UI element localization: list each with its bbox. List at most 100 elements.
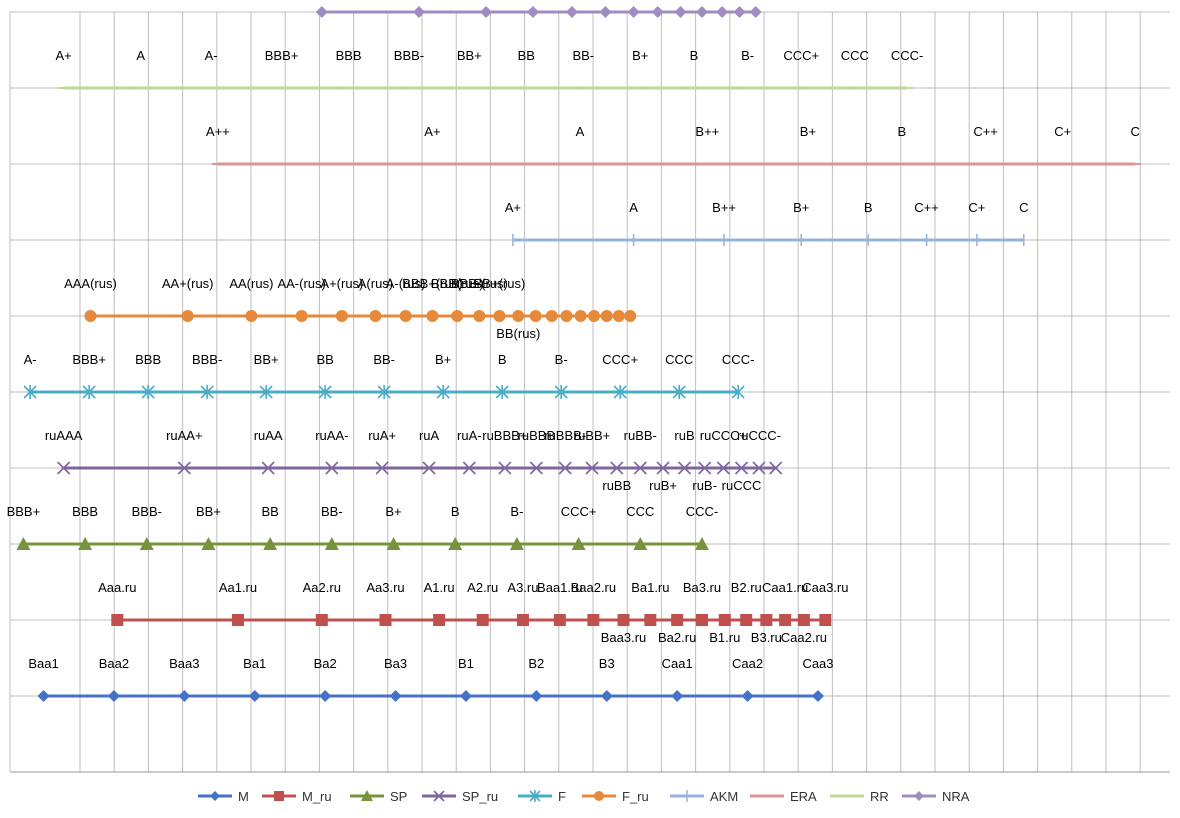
data-label: Ba3.ru (683, 580, 721, 595)
legend-label: SP_ru (462, 789, 498, 804)
data-point (476, 614, 489, 626)
data-label: Baa3 (169, 656, 199, 671)
data-label: B3.ru (751, 630, 782, 645)
data-label: AA(rus) (229, 276, 273, 291)
data-label: A2.ru (467, 580, 498, 595)
data-point (610, 461, 624, 475)
data-point (811, 690, 824, 702)
data-label: A+ (505, 200, 521, 215)
data-label: B+ (793, 200, 809, 215)
legend-swatch-marker (594, 791, 604, 801)
data-label: A (136, 48, 145, 63)
data-point (627, 6, 640, 18)
data-label: BBB+ (72, 352, 106, 367)
data-point (677, 461, 692, 475)
data-label: BBB- (394, 48, 424, 63)
data-point (734, 461, 749, 475)
data-label: C++ (973, 124, 998, 139)
data-label: BB+ (457, 48, 482, 63)
data-label: ruAA- (315, 428, 348, 443)
legend-label: M (238, 789, 249, 804)
data-label: C+ (968, 200, 985, 215)
data-label: A+(rus) (320, 276, 363, 291)
data-label: Caa1 (662, 656, 693, 671)
data-point (553, 614, 566, 626)
data-label: ruCCC+ (700, 428, 747, 443)
data-label: Aa3.ru (366, 580, 404, 595)
data-point (261, 461, 275, 475)
data-point (315, 6, 328, 18)
data-label: BB+ (254, 352, 279, 367)
series-rr: A+ A A- BBB+ BBB BBB- BB+ BB BB- B+ B B- CCC+ CCC CCC- (56, 48, 923, 90)
data-label: B+ (800, 124, 816, 139)
legend-label: NRA (942, 789, 970, 804)
data-label: ruBBB+ (482, 428, 527, 443)
data-label: BB- (321, 504, 343, 519)
data-label: BB+ (196, 504, 221, 519)
data-point (718, 614, 731, 626)
series-sp: BBB+ BBB BBB- BB+ BB BB- B+ B B- CCC+ CCC CCC- (7, 504, 718, 550)
data-label: ruA- (457, 428, 482, 443)
data-label: ruA (419, 428, 440, 443)
data-label: B2.ru (731, 580, 762, 595)
legend-swatch-marker (529, 790, 541, 802)
data-point (426, 310, 439, 322)
data-point (600, 310, 613, 322)
data-label: BB- (572, 48, 594, 63)
legend-label: SP (390, 789, 407, 804)
data-label: ruAA (254, 428, 283, 443)
data-label: Baa1 (28, 656, 58, 671)
data-point (178, 690, 191, 702)
legend: M M_ru SP SP_ru F F_ru AKM ERA RR NRA (198, 789, 970, 804)
data-point (819, 614, 832, 626)
data-point (495, 385, 509, 399)
data-label: Caa1.ru (762, 580, 808, 595)
data-point (82, 385, 96, 399)
data-point (752, 461, 766, 475)
data-label: A-(rus) (386, 276, 426, 291)
data-label: BB (518, 48, 535, 63)
series-sp-ru: ruAAA ruAA+ ruAA ruAA-ruA+ ruA ruA-ruBBB+ruBB… (45, 428, 783, 493)
data-label: CCC (626, 504, 654, 519)
data-point (57, 461, 71, 475)
data-point (436, 385, 450, 399)
data-point (633, 461, 647, 475)
data-label: B+ (385, 504, 401, 519)
data-label: Caa3 (802, 656, 833, 671)
data-point (473, 310, 486, 322)
data-label: Baa1.ru (537, 580, 583, 595)
data-label: CCC- (722, 352, 755, 367)
data-point (571, 537, 586, 550)
data-point (413, 6, 426, 18)
data-point (480, 6, 493, 18)
data-point (16, 537, 31, 550)
data-label: BBB+(rus) (402, 276, 462, 291)
legend-item-f: F (518, 789, 566, 804)
data-point (315, 614, 328, 626)
data-label: BBB-(rus) (451, 276, 508, 291)
legend-item-m: M (198, 789, 249, 804)
data-label: A (629, 200, 638, 215)
data-point (674, 6, 687, 18)
data-label: B (864, 200, 873, 215)
series-akm: A+ A B++ B+ B C++ C+ C (505, 200, 1029, 246)
data-label: A+ (424, 124, 440, 139)
data-point (588, 310, 601, 322)
legend-item-akm: AKM (670, 789, 738, 804)
data-label: C++ (914, 200, 939, 215)
data-label: BBB- (192, 352, 222, 367)
legend-label: F_ru (622, 789, 649, 804)
data-point (399, 310, 412, 322)
data-label: AA+(rus) (162, 276, 214, 291)
data-label: BBB- (132, 504, 162, 519)
data-point (797, 614, 810, 626)
data-label: BB (261, 504, 278, 519)
data-point (529, 310, 542, 322)
data-label: Ba1.ru (631, 580, 669, 595)
data-point (375, 461, 389, 475)
data-label: Baa2.ru (571, 580, 617, 595)
legend-item-rr: RR (830, 789, 889, 804)
data-point (201, 537, 216, 550)
data-point (779, 614, 792, 626)
